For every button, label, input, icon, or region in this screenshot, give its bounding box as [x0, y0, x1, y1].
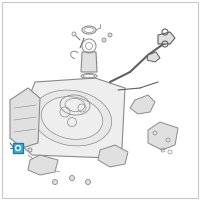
Polygon shape: [148, 122, 178, 150]
Polygon shape: [13, 143, 23, 153]
Polygon shape: [18, 78, 125, 158]
Polygon shape: [28, 155, 58, 175]
Ellipse shape: [41, 97, 103, 139]
Polygon shape: [130, 95, 155, 114]
Circle shape: [16, 146, 21, 150]
Polygon shape: [147, 52, 160, 62]
Polygon shape: [158, 32, 175, 44]
Polygon shape: [10, 88, 40, 148]
Circle shape: [28, 148, 32, 152]
Ellipse shape: [32, 90, 112, 146]
Circle shape: [70, 176, 74, 180]
Circle shape: [153, 131, 157, 135]
Circle shape: [166, 138, 170, 142]
Polygon shape: [81, 52, 97, 72]
Circle shape: [17, 147, 19, 149]
Circle shape: [102, 38, 106, 42]
Circle shape: [108, 33, 112, 37]
Circle shape: [86, 180, 90, 184]
Polygon shape: [98, 145, 128, 167]
Circle shape: [52, 180, 58, 184]
FancyBboxPatch shape: [2, 2, 198, 198]
